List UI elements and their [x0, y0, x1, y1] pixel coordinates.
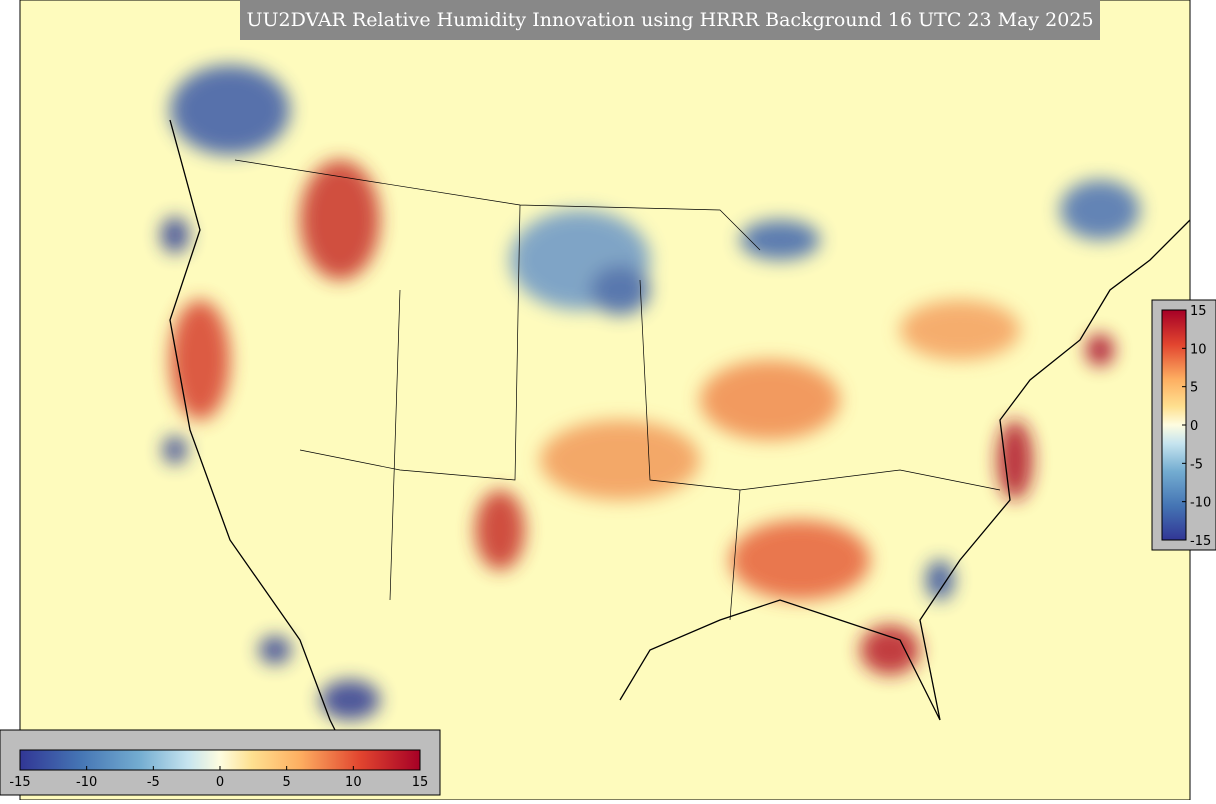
tick-label: -5: [147, 775, 160, 790]
tick-label: 0: [216, 775, 224, 790]
map-title: UU2DVAR Relative Humidity Innovation usi…: [246, 9, 1093, 31]
tick-label: -5: [1190, 457, 1203, 472]
tick-label: 15: [1190, 304, 1207, 319]
colorbar-vertical: -15 -10 -5 0 5 10 15: [1151, 299, 1216, 551]
colorbar-horizontal: -15 -10 -5 0 5 10 15: [0, 729, 441, 796]
tick-label: 5: [1190, 381, 1198, 396]
tick-label: -10: [1190, 496, 1211, 511]
map-field: [19, 0, 1191, 801]
tick-label: 10: [345, 775, 362, 790]
tick-label: -15: [1190, 534, 1211, 549]
tick-label: 5: [283, 775, 291, 790]
tick-label: 10: [1190, 342, 1207, 357]
tick-label: 0: [1190, 419, 1198, 434]
tick-label: -10: [76, 775, 97, 790]
title-box: [240, 0, 1100, 40]
tick-label: -15: [9, 775, 30, 790]
tick-label: 15: [412, 775, 429, 790]
